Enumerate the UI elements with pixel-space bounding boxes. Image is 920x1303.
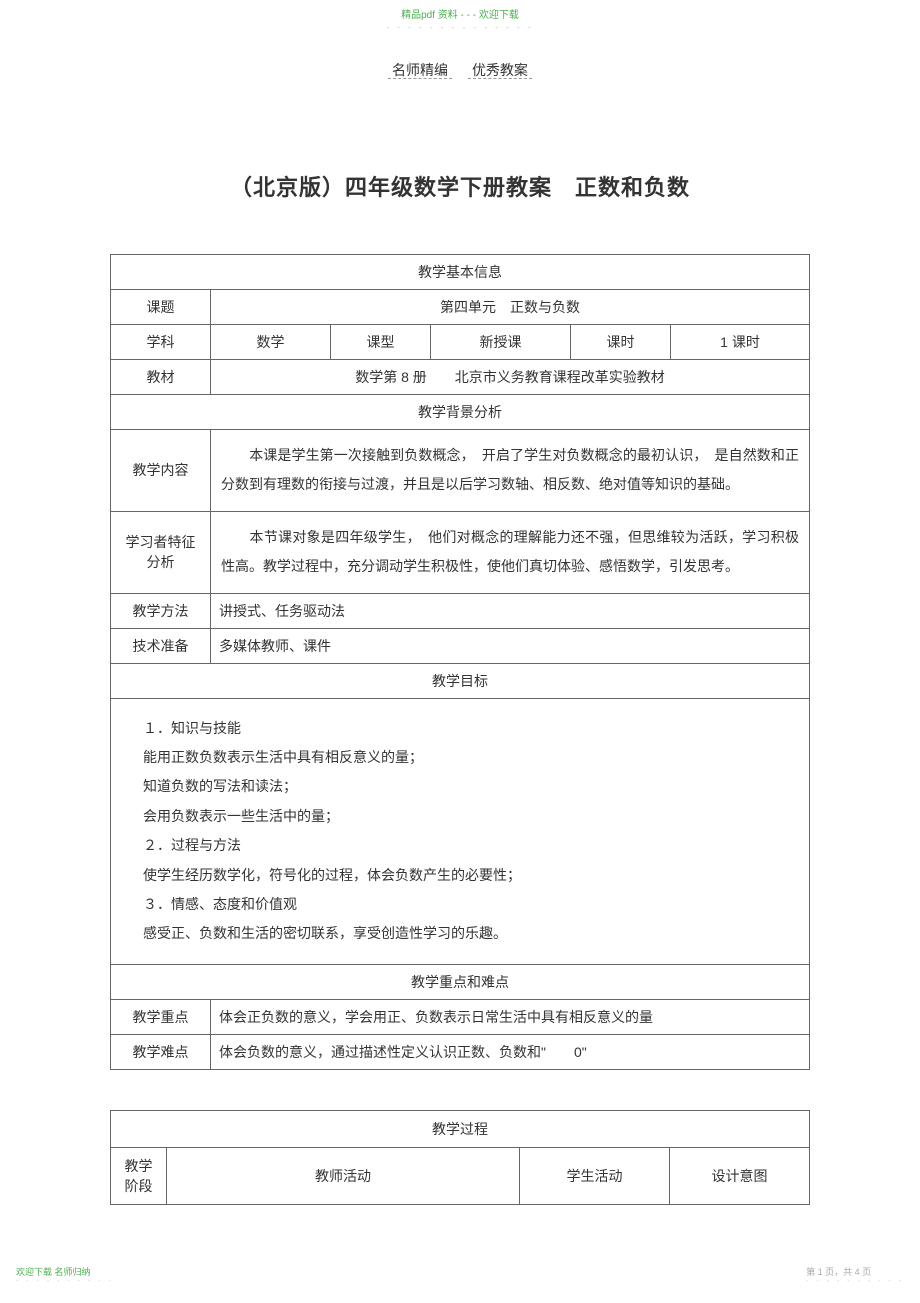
goals-cell: １．知识与技能 能用正数负数表示生活中具有相反意义的量； 知道负数的写法和读法；… — [111, 698, 810, 964]
subtitle-left: 名师精编 — [388, 62, 452, 79]
footer-right: 第 1 页，共 4 页 - - - - - - - - - - — [806, 1265, 904, 1285]
footer-left-text: 欢迎下载 名师归纳 — [16, 1265, 114, 1278]
goal-2a: 使学生经历数学化，符号化的过程，体会负数产生的必要性； — [143, 861, 777, 890]
value-class-type: 新授课 — [431, 325, 571, 360]
value-tech: 多媒体教师、课件 — [211, 628, 810, 663]
col-teacher: 教师活动 — [167, 1147, 520, 1204]
goal-3a: 感受正、负数和生活的密切联系，享受创造性学习的乐趣。 — [143, 919, 777, 948]
lesson-info-table: 教学基本信息 课题 第四单元 正数与负数 学科 数学 课型 新授课 课时 1 课… — [110, 254, 810, 1070]
footer-left-dots: - - - - - - - - - - — [16, 1278, 114, 1285]
value-subject: 数学 — [211, 325, 331, 360]
value-topic: 第四单元 正数与负数 — [211, 290, 810, 325]
label-learner-1: 学习者特征 — [119, 532, 202, 552]
section-goals: 教学目标 — [111, 663, 810, 698]
goal-1b: 知道负数的写法和读法； — [143, 772, 777, 801]
teaching-process-table: 教学过程 教学 阶段 教师活动 学生活动 设计意图 — [110, 1110, 810, 1205]
goals-block: １．知识与技能 能用正数负数表示生活中具有相反意义的量； 知道负数的写法和读法；… — [119, 706, 801, 957]
label-period: 课时 — [571, 325, 671, 360]
section-process: 教学过程 — [111, 1110, 810, 1147]
teach-content-text: 本课是学生第一次接触到负数概念， 开启了学生对负数概念的最初认识， 是自然数和正… — [219, 437, 801, 504]
banner-dots: - - - - - - - - - - - - - - — [0, 23, 920, 32]
label-class-type: 课型 — [331, 325, 431, 360]
label-subject: 学科 — [111, 325, 211, 360]
goal-2: ２．过程与方法 — [143, 831, 777, 860]
footer-right-dots: - - - - - - - - - - — [806, 1278, 904, 1285]
label-keypoint: 教学重点 — [111, 999, 211, 1034]
value-keypoint: 体会正负数的意义，学会用正、负数表示日常生活中具有相反意义的量 — [211, 999, 810, 1034]
label-learner-2: 分析 — [119, 552, 202, 572]
label-method: 教学方法 — [111, 593, 211, 628]
subtitle-right: 优秀教案 — [468, 62, 532, 79]
section-key-difficult: 教学重点和难点 — [111, 964, 810, 999]
banner-text: 精品pdf 资料 - - - 欢迎下载 — [0, 6, 920, 21]
col-stage-1: 教学 — [115, 1156, 162, 1176]
value-difficult: 体会负数的意义，通过描述性定义认识正数、负数和" 0" — [211, 1034, 810, 1069]
goal-1c: 会用负数表示一些生活中的量； — [143, 802, 777, 831]
goal-1a: 能用正数负数表示生活中具有相反意义的量； — [143, 743, 777, 772]
col-student: 学生活动 — [520, 1147, 670, 1204]
goal-1: １．知识与技能 — [143, 714, 777, 743]
value-learner: 本节课对象是四年级学生， 他们对概念的理解能力还不强，但思维较为活跃，学习积极性… — [211, 511, 810, 593]
col-stage-2: 阶段 — [115, 1176, 162, 1196]
label-material: 教材 — [111, 360, 211, 395]
label-learner: 学习者特征 分析 — [111, 511, 211, 593]
goal-3: ３．情感、态度和价值观 — [143, 890, 777, 919]
footer-left: 欢迎下载 名师归纳 - - - - - - - - - - — [16, 1265, 114, 1285]
value-material: 数学第 8 册 北京市义务教育课程改革实验教材 — [211, 360, 810, 395]
value-method: 讲授式、任务驱动法 — [211, 593, 810, 628]
subtitle-line: 名师精编 优秀教案 — [0, 60, 920, 80]
label-difficult: 教学难点 — [111, 1034, 211, 1069]
value-period: 1 课时 — [671, 325, 810, 360]
page-title: （北京版）四年级数学下册教案 正数和负数 — [0, 170, 920, 202]
col-stage: 教学 阶段 — [111, 1147, 167, 1204]
top-banner: 精品pdf 资料 - - - 欢迎下载 - - - - - - - - - - … — [0, 0, 920, 32]
label-tech: 技术准备 — [111, 628, 211, 663]
section-basic-info: 教学基本信息 — [111, 255, 810, 290]
learner-text: 本节课对象是四年级学生， 他们对概念的理解能力还不强，但思维较为活跃，学习积极性… — [219, 519, 801, 586]
col-design: 设计意图 — [670, 1147, 810, 1204]
label-topic: 课题 — [111, 290, 211, 325]
footer-right-text: 第 1 页，共 4 页 — [806, 1265, 904, 1278]
content-wrap: 教学基本信息 课题 第四单元 正数与负数 学科 数学 课型 新授课 课时 1 课… — [0, 254, 920, 1205]
section-background: 教学背景分析 — [111, 395, 810, 430]
label-teach-content: 教学内容 — [111, 430, 211, 512]
value-teach-content: 本课是学生第一次接触到负数概念， 开启了学生对负数概念的最初认识， 是自然数和正… — [211, 430, 810, 512]
